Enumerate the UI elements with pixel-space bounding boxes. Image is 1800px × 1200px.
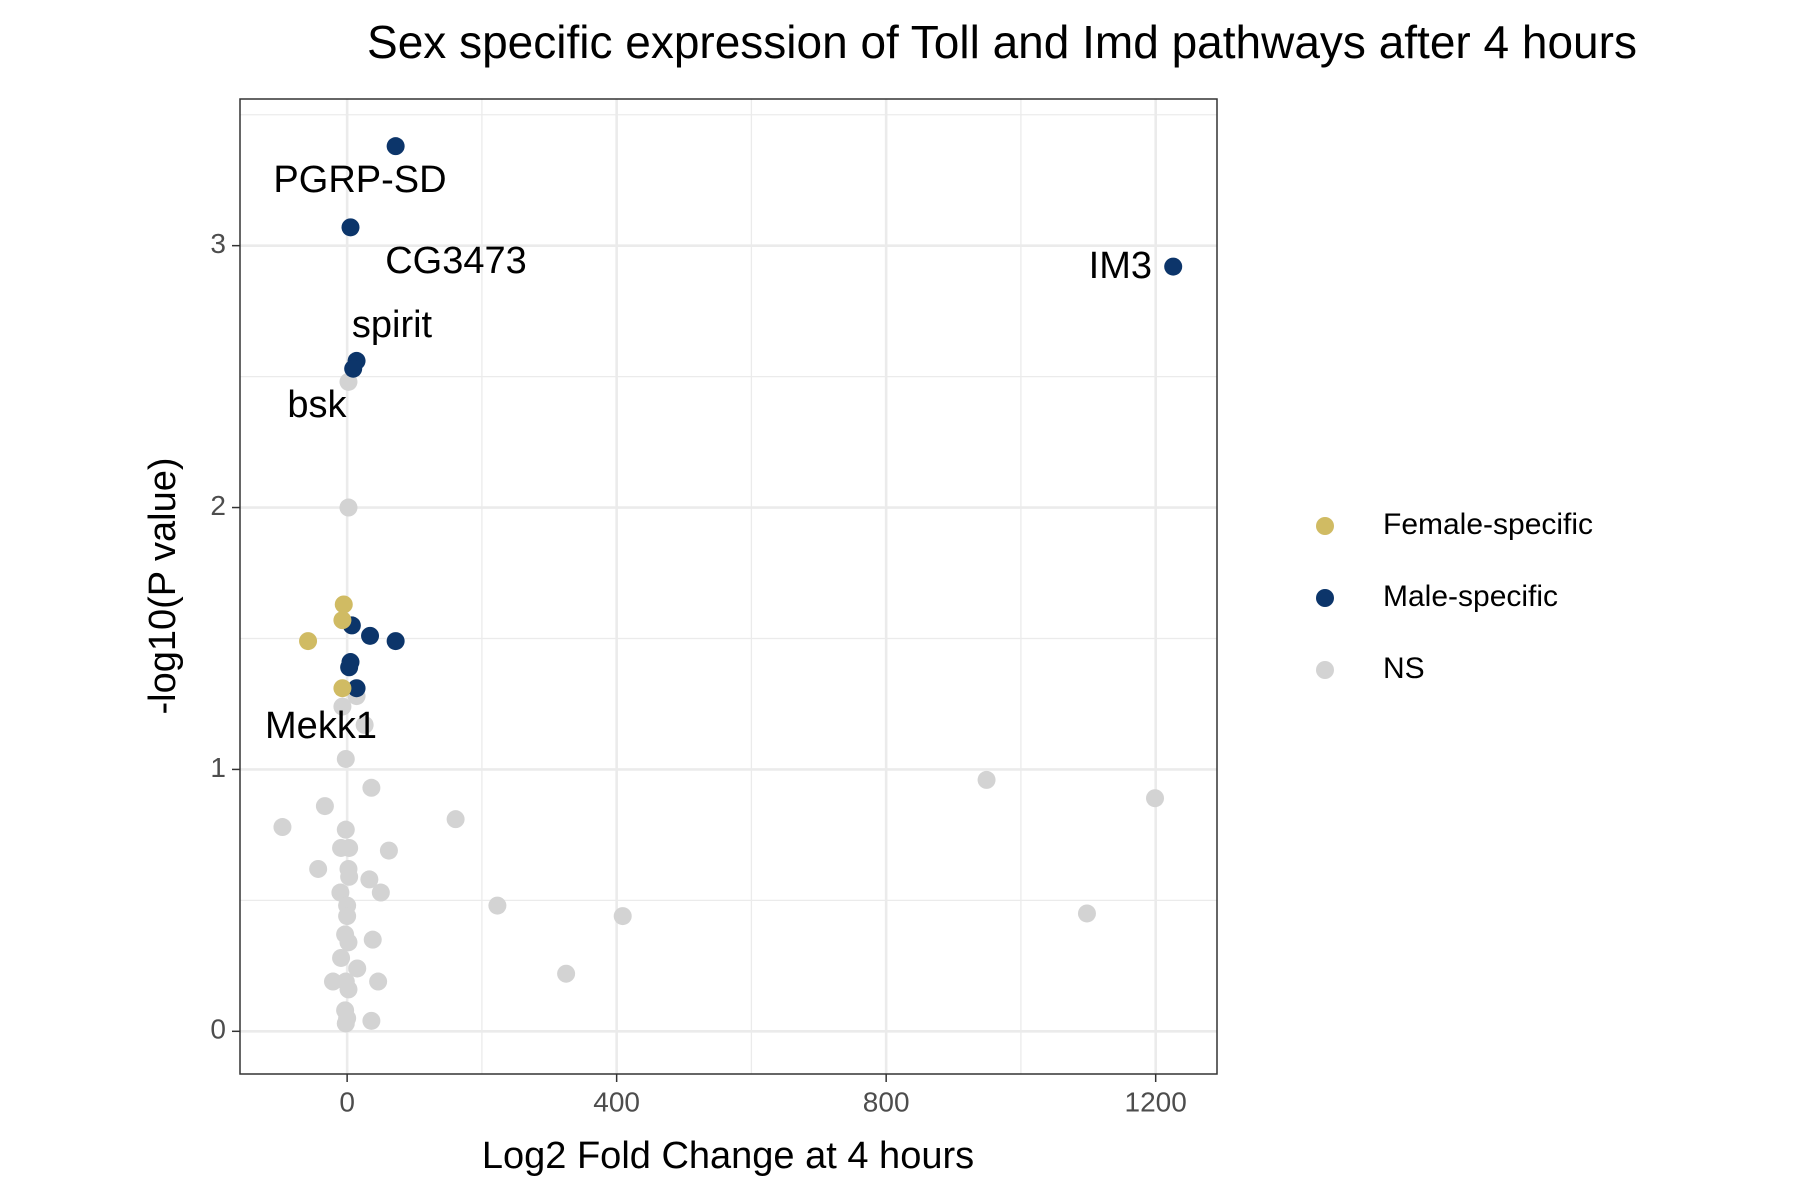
point bbox=[333, 679, 352, 698]
point bbox=[360, 870, 379, 889]
annotation: IM3 bbox=[1089, 245, 1152, 287]
legend-marker bbox=[1316, 589, 1334, 607]
point bbox=[336, 820, 355, 839]
x-axis-title: Log2 Fold Change at 4 hours bbox=[482, 1135, 974, 1177]
point bbox=[348, 959, 367, 978]
point bbox=[341, 218, 360, 237]
point bbox=[333, 611, 352, 630]
point bbox=[334, 595, 353, 614]
chart-title: Sex specific expression of Toll and Imd … bbox=[367, 16, 1637, 68]
point bbox=[1146, 789, 1165, 808]
annotation: CG3473 bbox=[385, 240, 527, 282]
point bbox=[1164, 257, 1183, 276]
x-tick-label: 1200 bbox=[1125, 1086, 1187, 1117]
legend-label: Female-specific bbox=[1383, 508, 1593, 541]
point bbox=[299, 632, 318, 651]
x-tick-label: 0 bbox=[339, 1086, 355, 1117]
point bbox=[355, 715, 374, 734]
point bbox=[336, 749, 355, 768]
legend-marker bbox=[1316, 661, 1334, 679]
annotation: Mekk1 bbox=[265, 705, 377, 747]
point bbox=[344, 359, 363, 378]
point bbox=[613, 907, 632, 926]
x-tick-label: 800 bbox=[863, 1086, 910, 1117]
point bbox=[340, 658, 359, 677]
point bbox=[446, 810, 465, 829]
y-tick-label: 3 bbox=[210, 228, 226, 259]
annotation: PGRP-SD bbox=[273, 159, 446, 201]
point bbox=[339, 498, 358, 517]
point bbox=[336, 1014, 355, 1033]
annotation: spirit bbox=[352, 304, 433, 346]
point bbox=[309, 859, 328, 878]
point bbox=[361, 626, 380, 645]
point bbox=[379, 841, 398, 860]
x-tick-label: 400 bbox=[593, 1086, 640, 1117]
point bbox=[339, 933, 358, 952]
point bbox=[333, 697, 352, 716]
point bbox=[363, 930, 382, 949]
point bbox=[371, 883, 390, 902]
point bbox=[323, 972, 342, 991]
plot-background bbox=[240, 99, 1217, 1074]
point bbox=[977, 770, 996, 789]
point bbox=[369, 972, 388, 991]
legend-marker bbox=[1316, 517, 1334, 535]
point bbox=[338, 907, 357, 926]
point bbox=[332, 948, 351, 967]
y-tick-label: 0 bbox=[210, 1014, 226, 1045]
point bbox=[488, 896, 507, 915]
point bbox=[339, 980, 358, 999]
y-tick-label: 1 bbox=[210, 752, 226, 783]
point bbox=[362, 778, 381, 797]
y-axis-title: -log10(P value) bbox=[142, 457, 184, 714]
point bbox=[273, 818, 292, 837]
point bbox=[347, 679, 366, 698]
point bbox=[1077, 904, 1096, 923]
point bbox=[340, 867, 359, 886]
legend-label: NS bbox=[1383, 652, 1425, 685]
y-tick-label: 2 bbox=[210, 490, 226, 521]
point bbox=[386, 632, 405, 651]
point bbox=[362, 1011, 381, 1030]
annotation: bsk bbox=[287, 384, 347, 426]
plot-border bbox=[239, 98, 1218, 1075]
point bbox=[315, 797, 334, 816]
legend-label: Male-specific bbox=[1383, 580, 1558, 613]
point bbox=[340, 838, 359, 857]
point bbox=[557, 964, 576, 983]
point bbox=[386, 137, 405, 156]
